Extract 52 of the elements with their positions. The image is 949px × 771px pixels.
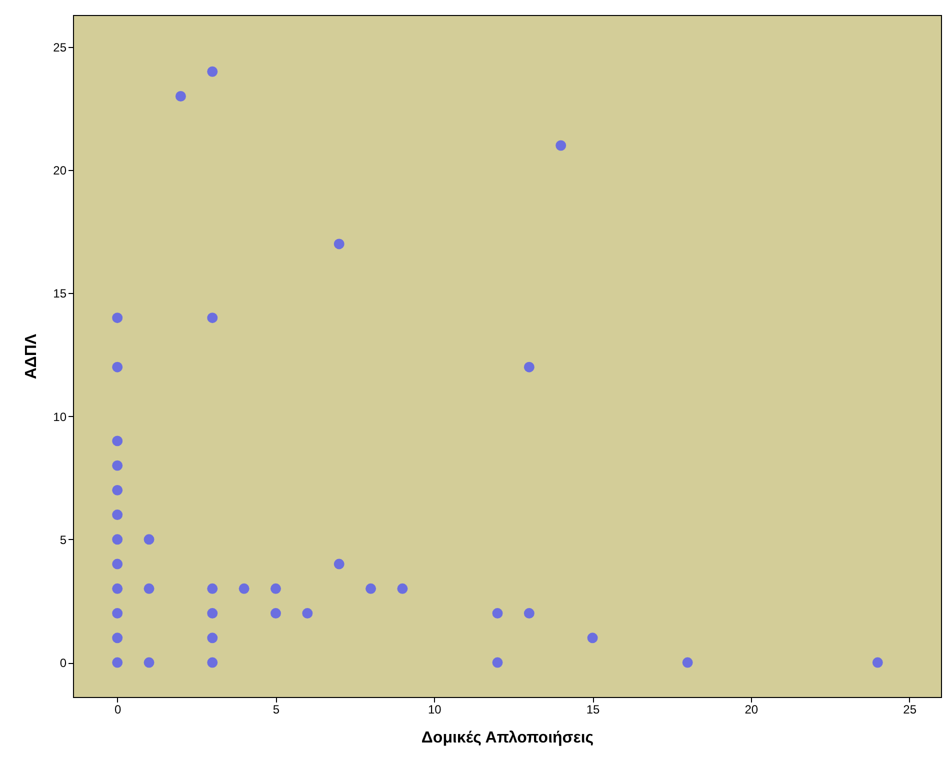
point (112, 583, 123, 594)
point (112, 632, 123, 644)
point (556, 140, 566, 151)
point (207, 583, 218, 594)
point (207, 632, 218, 644)
point (144, 534, 154, 545)
point (112, 558, 123, 570)
point (872, 657, 883, 668)
y-axis-title: ΑΔΠΛ (23, 334, 40, 380)
point (175, 91, 186, 102)
point (270, 608, 281, 619)
point (207, 66, 218, 77)
point (144, 657, 154, 668)
point (207, 657, 218, 668)
y-tick-label: 5 (60, 532, 67, 547)
x-tick-label: 10 (428, 702, 442, 716)
x-tick-label: 25 (903, 702, 917, 716)
x-tick-label: 5 (272, 702, 280, 716)
point (587, 632, 598, 644)
point (112, 436, 123, 446)
point (397, 583, 408, 594)
point (270, 583, 281, 594)
y-tick-label: 20 (53, 164, 67, 178)
point (207, 608, 218, 619)
y-tick-label: 10 (53, 410, 67, 424)
point (492, 608, 503, 619)
point (682, 657, 693, 668)
x-tick-label: 15 (586, 702, 600, 716)
point (112, 657, 123, 668)
point (524, 362, 534, 372)
point (112, 460, 123, 471)
point (524, 608, 534, 619)
point (492, 657, 503, 668)
point (207, 312, 218, 324)
point (144, 583, 154, 594)
point (112, 312, 123, 324)
point (238, 583, 250, 594)
point (112, 608, 123, 619)
x-tick-label: 20 (744, 702, 758, 716)
point (334, 238, 344, 250)
y-tick-label: 15 (53, 286, 67, 301)
x-axis-title: Δομικές Απλοποιήσεις (421, 730, 594, 746)
y-tick-label: 25 (53, 40, 67, 55)
point (112, 534, 123, 545)
point (334, 558, 344, 570)
x-tick-label: 0 (114, 702, 122, 716)
point (302, 608, 313, 619)
y-tick-label: 0 (60, 656, 67, 670)
point (366, 583, 376, 594)
point (112, 510, 123, 520)
point (112, 362, 123, 372)
point (112, 484, 123, 496)
